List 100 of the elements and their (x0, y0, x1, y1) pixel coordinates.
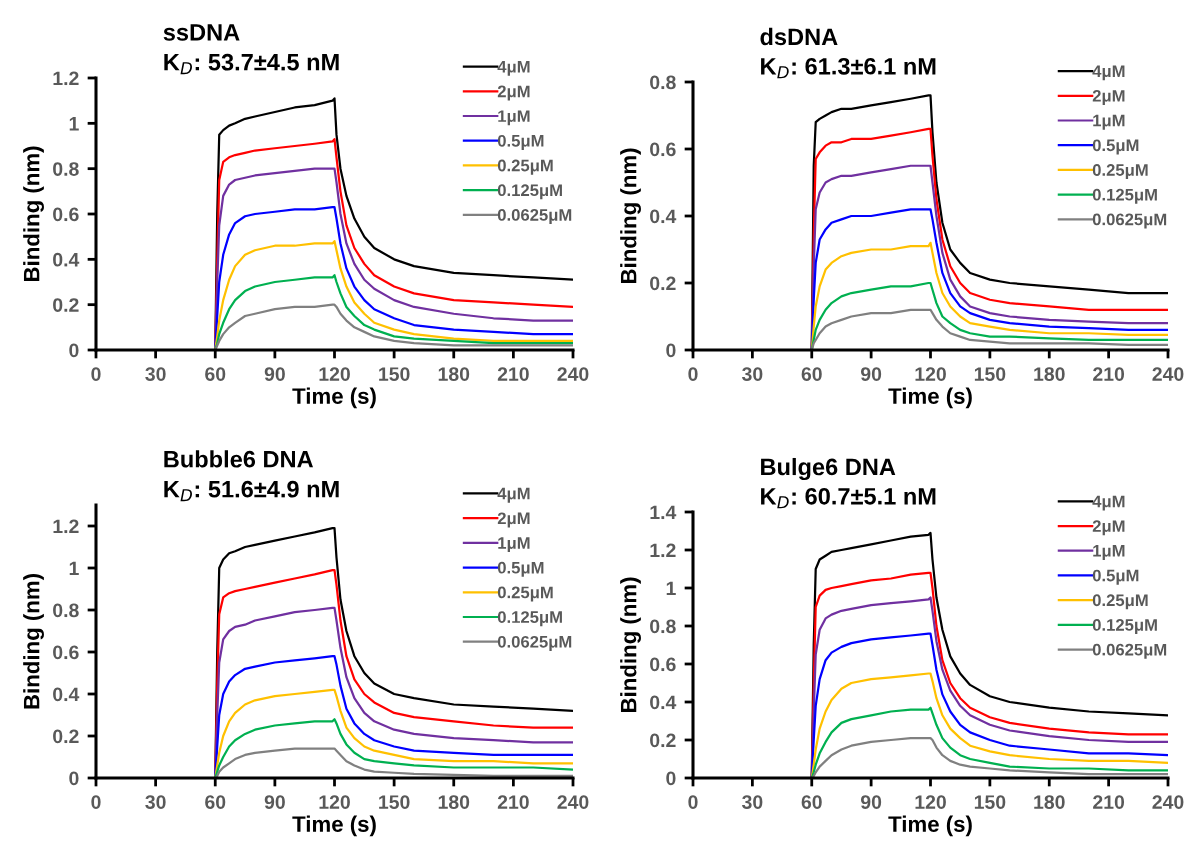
x-tick-label: 210 (1093, 367, 1125, 381)
chart-subtitle: K$_{D}$: 61.3±6.1 nM (761, 57, 936, 79)
legend-label: 2μM (1092, 520, 1125, 536)
x-tick-label: 180 (438, 795, 470, 809)
y-tick-label: 0.4 (650, 695, 677, 710)
x-tick-label: 60 (205, 795, 226, 809)
legend-label: 0.125μM (1092, 619, 1157, 635)
x-axis-title: Time (s) (292, 815, 376, 837)
y-tick-label: 1 (69, 561, 79, 576)
x-tick-label: 150 (974, 795, 1006, 809)
x-tick-label: 120 (319, 795, 350, 809)
y-tick-label: 0.4 (53, 252, 80, 267)
legend-label: 4μM (1092, 495, 1125, 511)
y-axis-title: Binding (nm) (620, 148, 641, 284)
legend-label: 0.5μM (497, 561, 544, 577)
y-tick-label: 0.8 (53, 603, 79, 618)
y-tick-label: 0.4 (650, 209, 677, 224)
y-tick-label: 0.4 (53, 687, 80, 702)
x-tick-label: 90 (264, 367, 285, 381)
chart-title: ssDNA (163, 24, 240, 41)
y-tick-label: 0.8 (650, 619, 676, 634)
x-tick-label: 150 (379, 367, 410, 381)
y-tick-label: 0.6 (650, 657, 676, 672)
x-tick-label: 60 (801, 367, 822, 381)
x-tick-label: 30 (145, 367, 166, 381)
chart-title: dsDNA (760, 27, 838, 46)
legend-label: 1μM (1093, 545, 1125, 560)
legend-label: 0.25μM (497, 586, 553, 602)
x-axis-title: Time (s) (292, 387, 376, 409)
x-tick-label: 180 (1034, 367, 1065, 381)
chart-subtitle: K$_{D}$: 60.7±5.1 nM (761, 487, 936, 509)
chart-title: Bubble6 DNA (164, 450, 314, 468)
y-tick-label: 0.6 (53, 207, 79, 222)
legend-label: 0.125μM (1092, 188, 1157, 204)
x-tick-label: 210 (497, 795, 529, 809)
y-tick-label: 0.2 (650, 733, 676, 748)
y-tick-label: 0.2 (650, 276, 676, 291)
x-tick-label: 120 (319, 367, 350, 381)
y-tick-label: 0.8 (650, 75, 676, 90)
x-tick-label: 0 (91, 367, 101, 381)
legend-label: 0.5μM (1092, 139, 1139, 155)
y-tick-label: 0 (666, 771, 676, 786)
x-tick-label: 240 (557, 795, 589, 809)
legend-label: 0.0625μM (497, 209, 572, 225)
x-tick-label: 0 (91, 795, 101, 809)
y-tick-label: 0 (69, 771, 79, 786)
x-tick-label: 180 (438, 367, 470, 381)
y-axis-title: Binding (nm) (23, 146, 44, 282)
legend-label: 1μM (498, 537, 530, 553)
legend-label: 4μM (497, 487, 530, 503)
x-tick-label: 150 (379, 795, 410, 809)
y-tick-label: 1.2 (53, 519, 79, 534)
x-tick-label: 210 (497, 367, 529, 381)
chart-title: Bulge6 DNA (761, 457, 896, 481)
y-axis-title: Binding (nm) (23, 574, 44, 709)
legend-label: 0.0625μM (497, 635, 572, 651)
legend-label: 4μM (1092, 65, 1125, 81)
x-tick-label: 90 (860, 795, 882, 809)
x-tick-label: 240 (1152, 795, 1184, 809)
legend-label: 2μM (497, 512, 530, 528)
legend-label: 0.0625μM (1092, 643, 1167, 659)
legend-label: 0.5μM (1092, 569, 1139, 585)
y-tick-label: 0.2 (53, 729, 79, 744)
x-tick-label: 90 (860, 367, 882, 381)
x-axis-title: Time (s) (888, 815, 972, 837)
y-tick-label: 1.2 (53, 71, 79, 86)
x-tick-label: 180 (1034, 795, 1065, 809)
y-tick-label: 1 (666, 581, 676, 596)
y-tick-label: 1 (69, 117, 79, 131)
legend-label: 1μM (498, 110, 530, 126)
legend-label: 0.0625μM (1092, 213, 1167, 229)
x-tick-label: 0 (688, 795, 698, 809)
x-tick-label: 30 (742, 367, 763, 381)
y-tick-label: 0.8 (53, 162, 79, 176)
x-tick-label: 150 (974, 367, 1006, 381)
y-tick-label: 0.6 (650, 142, 676, 157)
x-tick-label: 0 (688, 367, 698, 381)
x-tick-label: 210 (1093, 795, 1125, 809)
chart-subtitle: K$_{D}$: 51.6±4.9 nM (164, 480, 339, 502)
y-tick-label: 0.6 (53, 645, 79, 660)
legend-label: 2μM (497, 85, 530, 101)
legend-label: 0.125μM (497, 611, 562, 627)
legend-label: 4μM (497, 60, 530, 76)
legend-label: 0.25μM (1092, 594, 1148, 610)
legend-label: 0.25μM (497, 159, 553, 175)
y-tick-label: 1.2 (650, 543, 676, 558)
x-tick-label: 60 (205, 367, 226, 381)
x-tick-label: 30 (145, 795, 166, 809)
legend-label: 0.125μM (497, 184, 562, 200)
chart-subtitle: K$_{D}$: 53.7±4.5 nM (164, 53, 339, 75)
legend-label: 1μM (1093, 114, 1125, 130)
x-tick-label: 90 (264, 795, 285, 809)
x-tick-label: 120 (915, 367, 946, 381)
legend-label: 2μM (1092, 89, 1125, 106)
x-tick-label: 120 (915, 795, 946, 809)
y-tick-label: 0.2 (53, 298, 79, 312)
x-tick-label: 240 (557, 367, 589, 381)
y-tick-label: 1.4 (650, 505, 677, 520)
legend-label: 0.25μM (1092, 164, 1148, 180)
x-tick-label: 30 (742, 795, 763, 809)
